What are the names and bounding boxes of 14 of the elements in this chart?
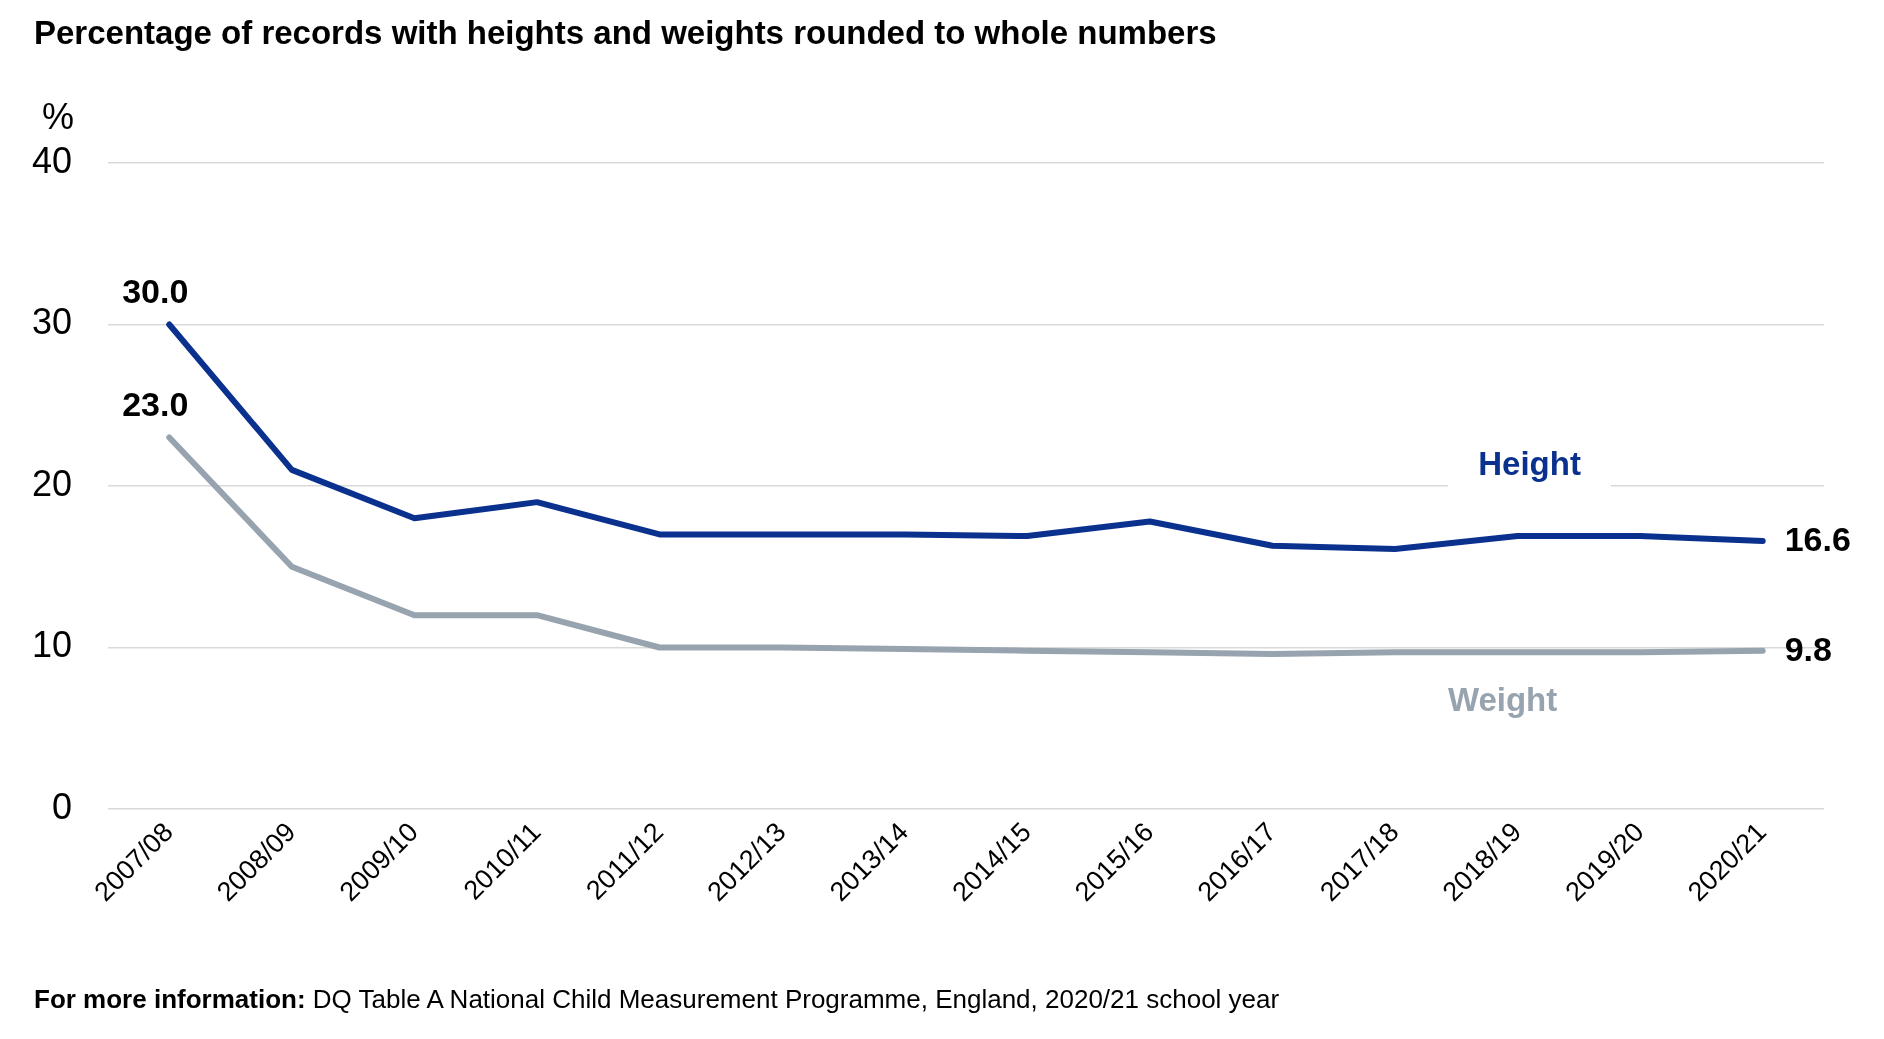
data-label: 30.0 (122, 271, 189, 310)
text: For more information: DQ Table A National Child Measurement Programme, England, 2020/21 school year (34, 984, 1280, 1015)
chart-title: Percentage of records with heights and weights rounded to whole numbers (34, 14, 1217, 52)
series-label: Height (1478, 445, 1581, 483)
y-tick-label: 20 (31, 462, 72, 504)
y-tick-label: 30 (31, 301, 72, 343)
series-label: Weight (1447, 681, 1558, 719)
y-tick-label: 0 (51, 785, 72, 827)
y-tick-label: 40 (31, 139, 72, 181)
y-tick-label: 10 (31, 624, 72, 666)
y-axis-title: % (41, 96, 75, 137)
data-label: 9.8 (1784, 630, 1832, 669)
data-label: 16.6 (1784, 520, 1851, 559)
data-label: 23.0 (122, 384, 189, 423)
